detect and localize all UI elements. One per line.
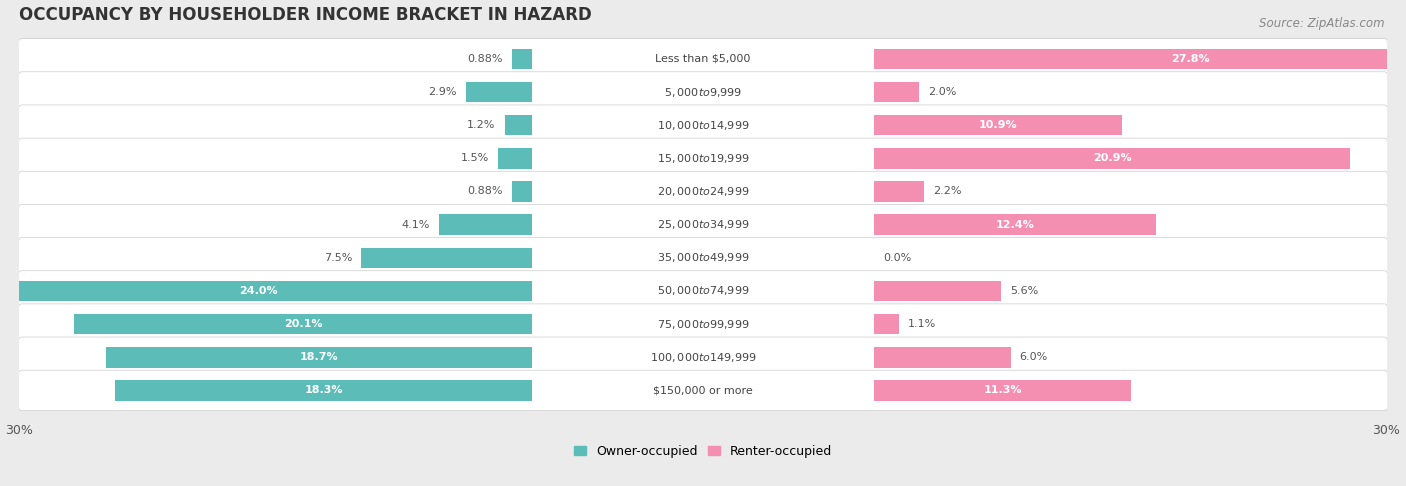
Bar [875,314,898,334]
Bar [875,380,1132,400]
Text: $5,000 to $9,999: $5,000 to $9,999 [664,86,742,99]
Text: 2.2%: 2.2% [934,187,962,196]
Bar [875,148,1350,169]
Text: 18.7%: 18.7% [299,352,339,362]
Text: $35,000 to $49,999: $35,000 to $49,999 [657,251,749,264]
Text: 2.0%: 2.0% [928,87,957,97]
Text: Less than $5,000: Less than $5,000 [655,54,751,64]
Text: $100,000 to $149,999: $100,000 to $149,999 [650,351,756,364]
Bar [875,347,1011,367]
Text: 0.0%: 0.0% [883,253,911,263]
Bar [875,82,920,102]
FancyBboxPatch shape [531,47,875,71]
FancyBboxPatch shape [531,179,875,204]
Bar [465,82,531,102]
Bar [875,281,1001,301]
FancyBboxPatch shape [18,72,1388,112]
Bar [875,181,924,202]
Text: 12.4%: 12.4% [995,220,1035,230]
Text: 20.9%: 20.9% [1092,153,1132,163]
FancyBboxPatch shape [18,171,1388,212]
FancyBboxPatch shape [531,246,875,270]
Bar [512,49,531,69]
Bar [875,49,1406,69]
FancyBboxPatch shape [18,370,1388,411]
Text: $50,000 to $74,999: $50,000 to $74,999 [657,284,749,297]
Bar [105,347,531,367]
Text: 1.5%: 1.5% [461,153,489,163]
Text: 1.1%: 1.1% [908,319,936,329]
Text: 0.88%: 0.88% [467,187,503,196]
FancyBboxPatch shape [18,304,1388,345]
FancyBboxPatch shape [531,80,875,104]
Bar [75,314,531,334]
FancyBboxPatch shape [18,205,1388,245]
Text: 20.1%: 20.1% [284,319,322,329]
FancyBboxPatch shape [531,379,875,402]
FancyBboxPatch shape [531,113,875,137]
Text: 7.5%: 7.5% [323,253,352,263]
Bar [875,214,1156,235]
Text: 10.9%: 10.9% [979,120,1018,130]
Bar [498,148,531,169]
Text: 24.0%: 24.0% [239,286,278,296]
Bar [361,247,531,268]
FancyBboxPatch shape [18,105,1388,145]
Text: 27.8%: 27.8% [1171,54,1211,64]
Bar [505,115,531,136]
FancyBboxPatch shape [18,271,1388,311]
Bar [115,380,531,400]
Bar [875,115,1122,136]
Text: 1.2%: 1.2% [467,120,496,130]
FancyBboxPatch shape [531,279,875,303]
FancyBboxPatch shape [531,213,875,237]
Text: 18.3%: 18.3% [305,385,343,396]
Text: 5.6%: 5.6% [1011,286,1039,296]
FancyBboxPatch shape [18,337,1388,378]
Text: $10,000 to $14,999: $10,000 to $14,999 [657,119,749,132]
Text: $25,000 to $34,999: $25,000 to $34,999 [657,218,749,231]
FancyBboxPatch shape [18,138,1388,178]
Text: $75,000 to $99,999: $75,000 to $99,999 [657,318,749,330]
Text: Source: ZipAtlas.com: Source: ZipAtlas.com [1260,17,1385,30]
FancyBboxPatch shape [531,346,875,369]
Text: 6.0%: 6.0% [1019,352,1047,362]
Bar [512,181,531,202]
Text: 2.9%: 2.9% [429,87,457,97]
Text: 0.88%: 0.88% [467,54,503,64]
FancyBboxPatch shape [531,146,875,170]
Text: OCCUPANCY BY HOUSEHOLDER INCOME BRACKET IN HAZARD: OCCUPANCY BY HOUSEHOLDER INCOME BRACKET … [20,5,592,23]
Text: 4.1%: 4.1% [401,220,430,230]
Legend: Owner-occupied, Renter-occupied: Owner-occupied, Renter-occupied [568,440,838,463]
Text: $15,000 to $19,999: $15,000 to $19,999 [657,152,749,165]
Text: 11.3%: 11.3% [983,385,1022,396]
FancyBboxPatch shape [18,38,1388,79]
Text: $20,000 to $24,999: $20,000 to $24,999 [657,185,749,198]
FancyBboxPatch shape [18,238,1388,278]
Bar [439,214,531,235]
FancyBboxPatch shape [531,312,875,336]
Text: $150,000 or more: $150,000 or more [654,385,752,396]
Bar [0,281,531,301]
